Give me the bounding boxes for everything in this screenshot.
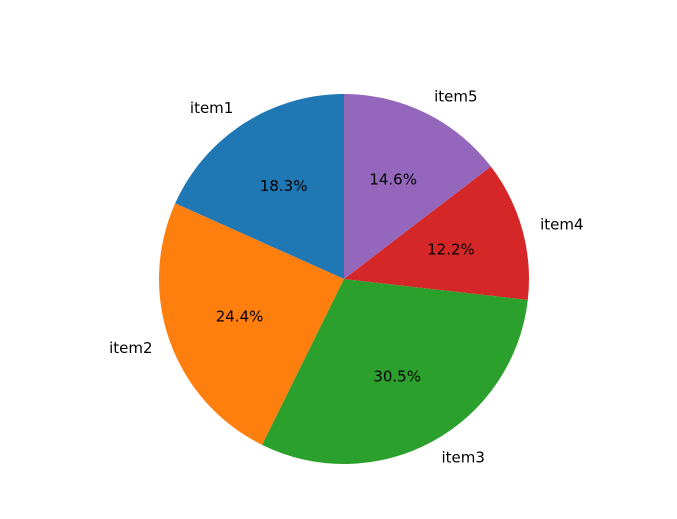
category-label-item2: item2 <box>109 339 152 357</box>
pct-label-item4: 12.2% <box>427 240 475 258</box>
pie-slice-item3 <box>262 279 528 465</box>
pct-label-item5: 14.6% <box>369 170 417 188</box>
slices-layer <box>159 94 529 465</box>
pie-slice-item2 <box>159 203 344 445</box>
pie-slice-item1 <box>175 94 344 279</box>
pie-slice-item5 <box>344 94 491 279</box>
pie-slice-item4 <box>344 166 529 300</box>
pct-label-item3: 30.5% <box>373 367 421 385</box>
pct-label-item2: 24.4% <box>216 308 264 326</box>
category-label-item1: item1 <box>190 99 233 117</box>
category-label-item3: item3 <box>441 449 484 467</box>
category-label-item5: item5 <box>434 88 477 106</box>
pct-label-item1: 18.3% <box>260 177 308 195</box>
labels-layer: 18.3% item1 24.4% item2 30.5% item3 12.2% item4… <box>109 88 583 467</box>
category-label-item4: item4 <box>540 216 583 234</box>
